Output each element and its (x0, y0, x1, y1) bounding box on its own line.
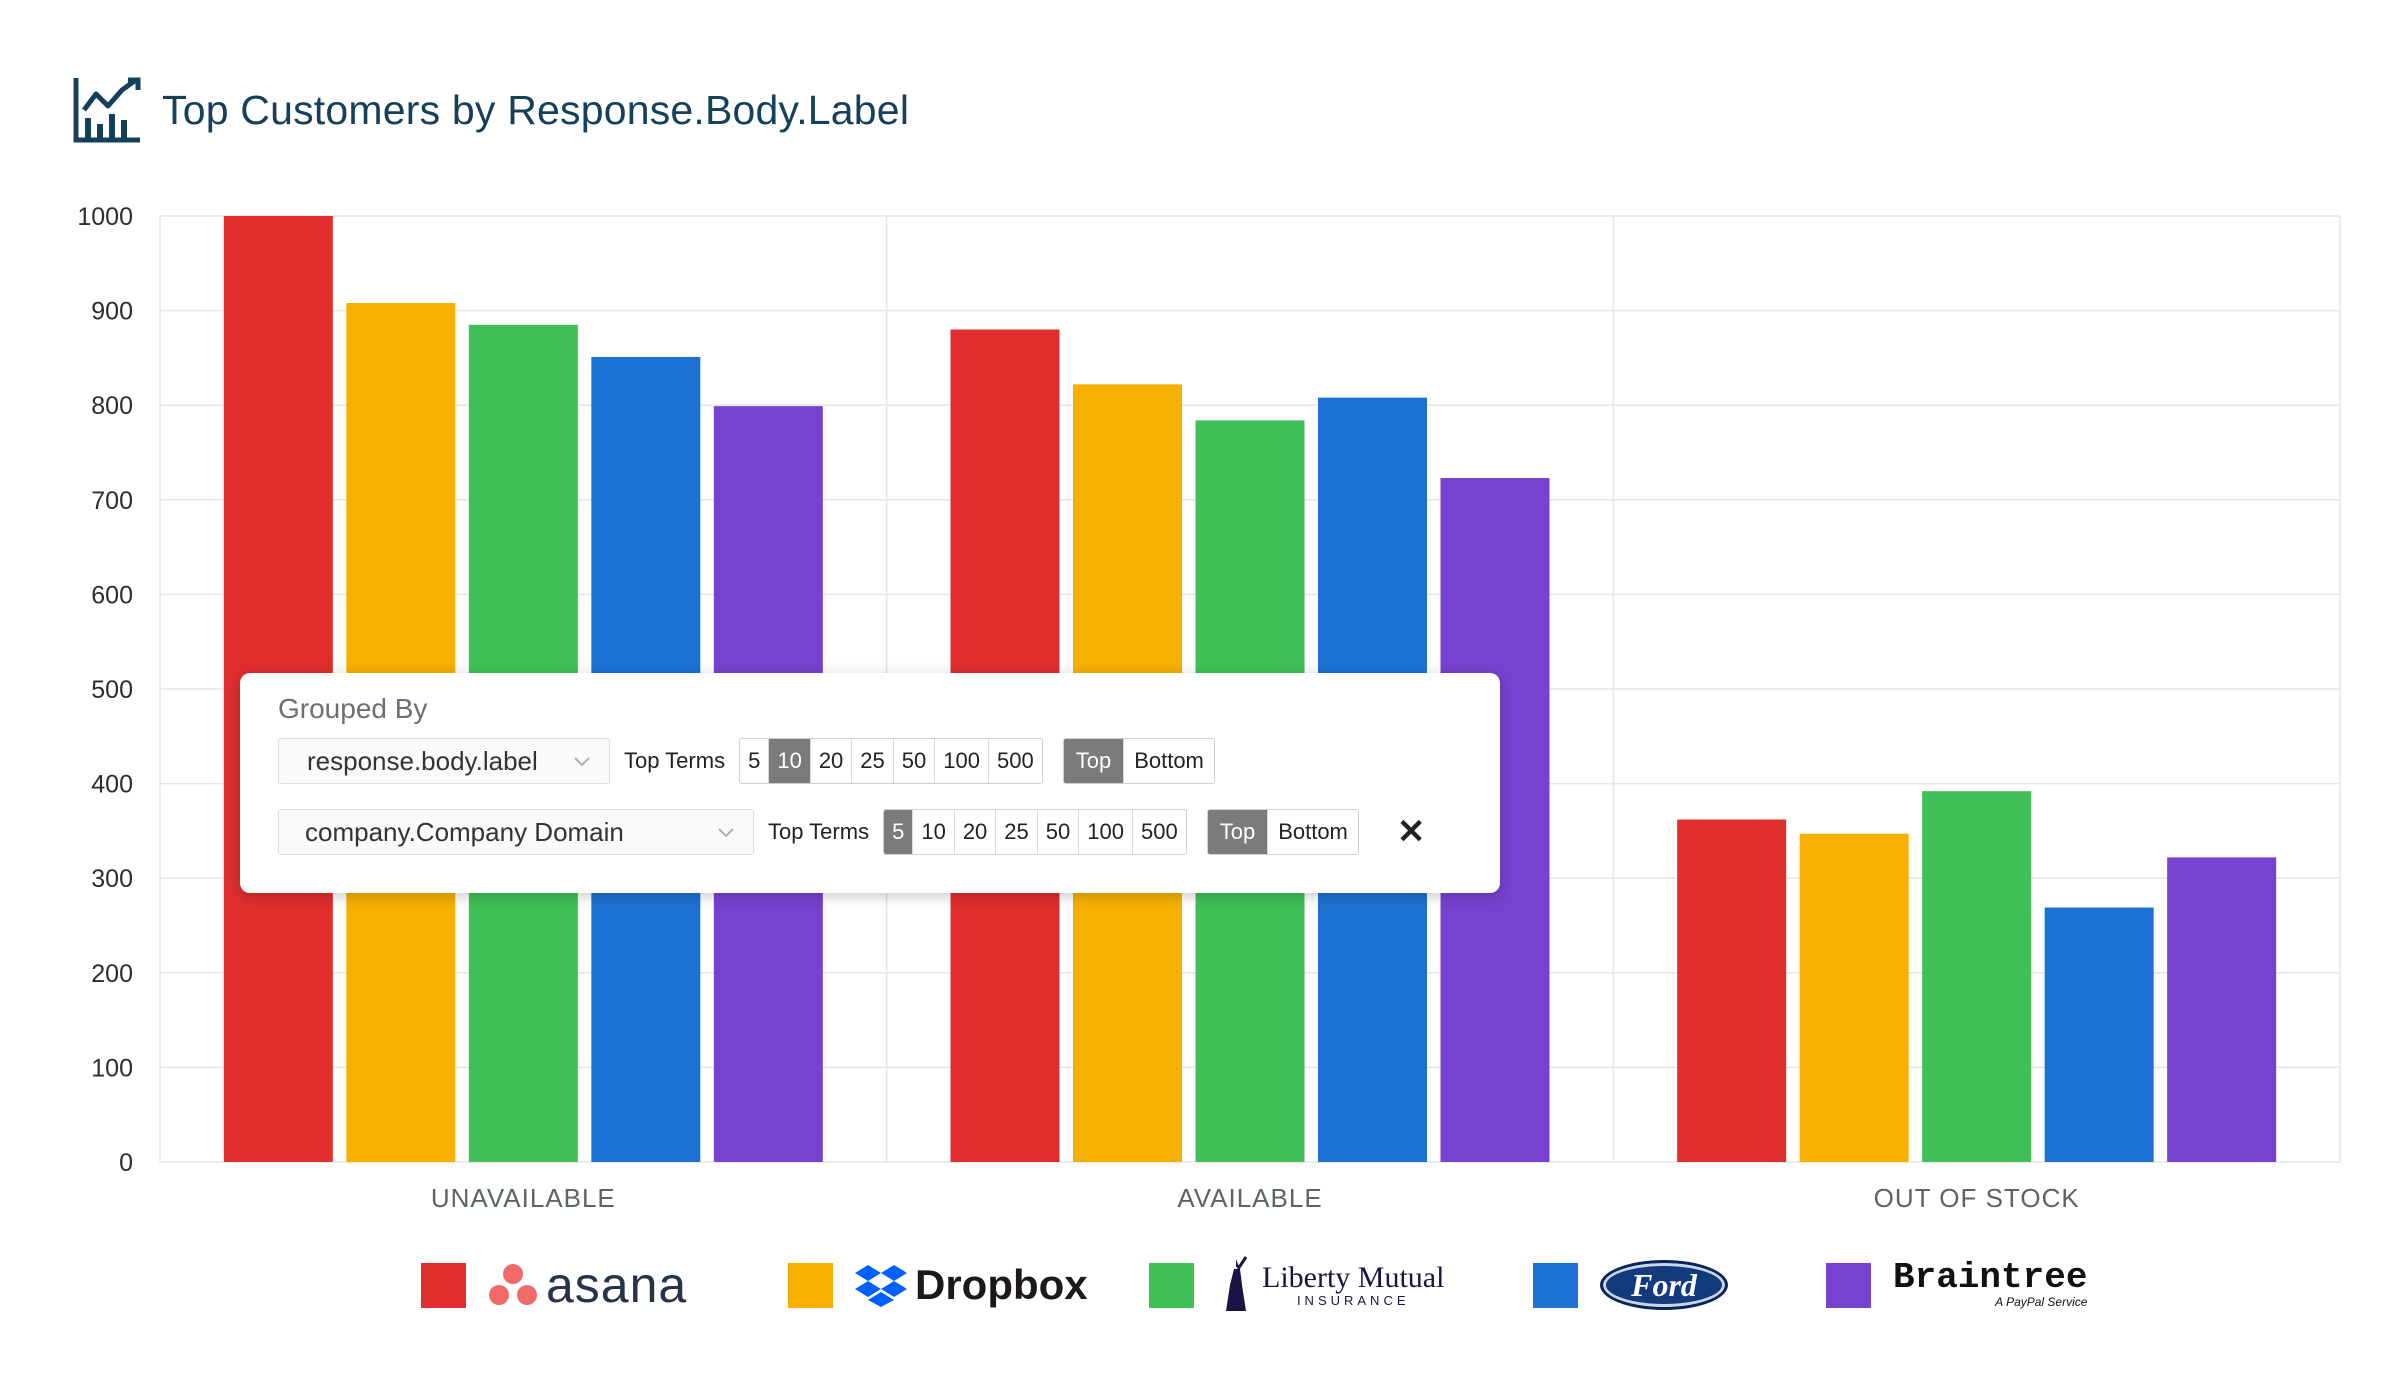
y-tick-label: 900 (91, 298, 133, 326)
group-field-select[interactable]: response.body.label (278, 738, 610, 784)
term-count-option[interactable]: 500 (996, 748, 1034, 773)
chart-title: Top Customers by Response.Body.Label (162, 86, 910, 133)
chevron-down-icon (718, 828, 734, 838)
group-row-1: response.body.label Top Terms 5 10 20 25… (278, 738, 1215, 784)
legend-swatch (421, 1262, 466, 1308)
legend-label: Ford (1631, 1266, 1697, 1303)
y-tick-label: 0 (119, 1149, 133, 1177)
asana-logo: asana (488, 1256, 687, 1314)
legend-item-braintree[interactable]: Braintree A PayPal Service (1826, 1245, 2087, 1325)
liberty-mutual-logo: Liberty Mutual INSURANCE (1216, 1255, 1444, 1315)
term-count-option[interactable]: 100 (935, 739, 989, 783)
legend-label: asana (546, 1257, 688, 1313)
legend-item-liberty-mutual[interactable]: Liberty Mutual INSURANCE (1149, 1245, 1444, 1325)
term-count-option[interactable]: 20 (811, 739, 853, 783)
order-selector: Top Bottom (1206, 809, 1359, 855)
bar-asana-out-of-stock[interactable] (1677, 819, 1787, 1162)
term-count-option-selected[interactable]: 10 (769, 739, 811, 783)
y-tick-label: 700 (91, 487, 133, 515)
y-axis: 0 100 200 300 400 500 600 700 800 900 1000 (77, 203, 133, 1177)
bar-liberty-mutual-insurance-out-of-stock[interactable] (1922, 791, 2032, 1162)
order-top-button[interactable]: Top (1063, 739, 1125, 783)
legend-swatch (1533, 1262, 1578, 1308)
legend-item-asana[interactable]: asana (421, 1245, 687, 1325)
legend-label: Liberty Mutual (1262, 1260, 1445, 1294)
bar-dropbox-out-of-stock[interactable] (1799, 833, 1909, 1162)
top-terms-label: Top Terms (624, 748, 726, 773)
y-tick-label: 300 (91, 865, 133, 893)
y-tick-label: 100 (91, 1054, 133, 1082)
order-bottom-button[interactable]: Bottom (1134, 748, 1204, 773)
legend-swatch (788, 1262, 833, 1308)
chart-header: Top Customers by Response.Body.Label (72, 72, 909, 148)
ford-oval-icon: Ford (1600, 1260, 1728, 1310)
legend-swatch (1149, 1262, 1194, 1308)
chart-legend: asana Dropbox Liberty Mutual INSURAN (421, 1245, 2087, 1325)
term-count-option[interactable]: 25 (996, 810, 1038, 854)
term-count-selector: 5 10 20 25 50 100 500 (883, 809, 1187, 855)
legend-sublabel: A PayPal Service (1995, 1295, 2088, 1309)
order-bottom-button[interactable]: Bottom (1278, 819, 1348, 844)
legend-item-dropbox[interactable]: Dropbox (788, 1245, 1088, 1325)
group-field-select[interactable]: company.Company Domain (278, 809, 754, 855)
legend-item-ford[interactable]: Ford (1533, 1245, 1728, 1325)
close-icon[interactable]: ✕ (1396, 813, 1426, 851)
y-tick-label: 1000 (77, 203, 133, 231)
bar-ford-out-of-stock[interactable] (2044, 907, 2154, 1162)
legend-label: Dropbox (915, 1261, 1088, 1308)
legend-swatch (1826, 1262, 1871, 1308)
braintree-logo: Braintree A PayPal Service (1893, 1257, 2088, 1310)
legend-sublabel: INSURANCE (1296, 1292, 1410, 1308)
select-value: company.Company Domain (305, 816, 624, 847)
group-row-2: company.Company Domain Top Terms 5 10 20… (278, 809, 1425, 855)
term-count-option[interactable]: 100 (1079, 810, 1133, 854)
x-category-label: AVAILABLE (1177, 1183, 1322, 1213)
select-value: response.body.label (307, 745, 538, 776)
ford-logo: Ford (1600, 1260, 1728, 1310)
term-count-selector: 5 10 20 25 50 100 500 (739, 738, 1043, 784)
legend-label: Braintree (1893, 1257, 2088, 1298)
bar-braintree-out-of-stock[interactable] (2167, 857, 2277, 1162)
term-count-option[interactable]: 50 (1038, 810, 1080, 854)
dropbox-icon (855, 1265, 907, 1307)
bar-chart: 0 100 200 300 400 500 600 700 800 900 1000 UNAVAIL… (77, 203, 2341, 1213)
x-axis: UNAVAILABLE AVAILABLE OUT OF STOCK (431, 1183, 2080, 1213)
y-tick-label: 500 (91, 676, 133, 704)
panel-heading: Grouped By (278, 693, 428, 724)
term-count-option[interactable]: 25 (852, 739, 894, 783)
term-count-option[interactable]: 500 (1140, 819, 1178, 844)
order-selector: Top Bottom (1062, 738, 1215, 784)
term-count-option[interactable]: 10 (913, 810, 955, 854)
statue-of-liberty-icon (1226, 1256, 1248, 1311)
x-category-label: UNAVAILABLE (431, 1183, 616, 1213)
term-count-option[interactable]: 20 (955, 810, 997, 854)
term-count-option[interactable]: 5 (740, 739, 770, 783)
top-terms-label: Top Terms (768, 819, 870, 844)
term-count-option-selected[interactable]: 5 (884, 810, 914, 854)
x-category-label: OUT OF STOCK (1874, 1183, 2080, 1213)
y-tick-label: 400 (91, 771, 133, 799)
chevron-down-icon (574, 757, 590, 767)
dropbox-logo: Dropbox (855, 1261, 1088, 1309)
y-tick-label: 200 (91, 960, 133, 988)
asana-dots-icon (489, 1264, 537, 1305)
y-tick-label: 600 (91, 581, 133, 609)
term-count-option[interactable]: 50 (894, 739, 936, 783)
chart-line-icon (73, 77, 141, 143)
y-tick-label: 800 (91, 392, 133, 420)
order-top-button[interactable]: Top (1207, 810, 1269, 854)
group-by-panel: Grouped By response.body.label Top Terms… (240, 673, 1500, 893)
